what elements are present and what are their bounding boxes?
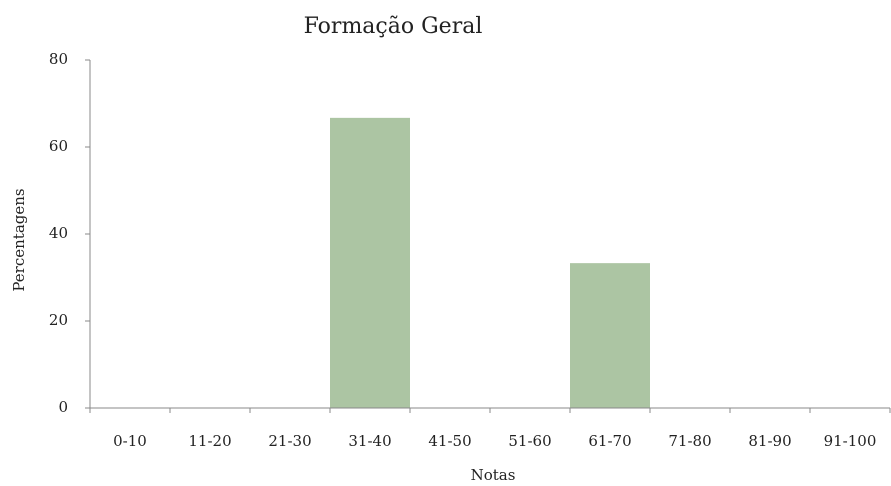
y-tick-label: 40 bbox=[49, 224, 68, 242]
x-axis-label: Notas bbox=[471, 466, 516, 484]
chart-title: Formação Geral bbox=[304, 14, 483, 39]
x-tick-label: 61-70 bbox=[588, 432, 631, 450]
x-tick-label: 11-20 bbox=[188, 432, 231, 450]
bar bbox=[330, 117, 410, 408]
y-tick-label: 0 bbox=[58, 398, 68, 416]
x-tick-label: 0-10 bbox=[113, 432, 147, 450]
x-tick-label: 51-60 bbox=[508, 432, 551, 450]
x-tick-label: 31-40 bbox=[348, 432, 391, 450]
x-tick-label: 91-100 bbox=[824, 432, 877, 450]
x-tick-label: 81-90 bbox=[748, 432, 791, 450]
y-tick-label: 60 bbox=[49, 137, 68, 155]
x-tick-label: 41-50 bbox=[428, 432, 471, 450]
y-axis-label: Percentagens bbox=[10, 188, 28, 291]
y-tick-label: 80 bbox=[49, 50, 68, 68]
bar bbox=[570, 263, 650, 408]
x-tick-label: 21-30 bbox=[268, 432, 311, 450]
y-tick-label: 20 bbox=[49, 311, 68, 329]
x-tick-label: 71-80 bbox=[668, 432, 711, 450]
